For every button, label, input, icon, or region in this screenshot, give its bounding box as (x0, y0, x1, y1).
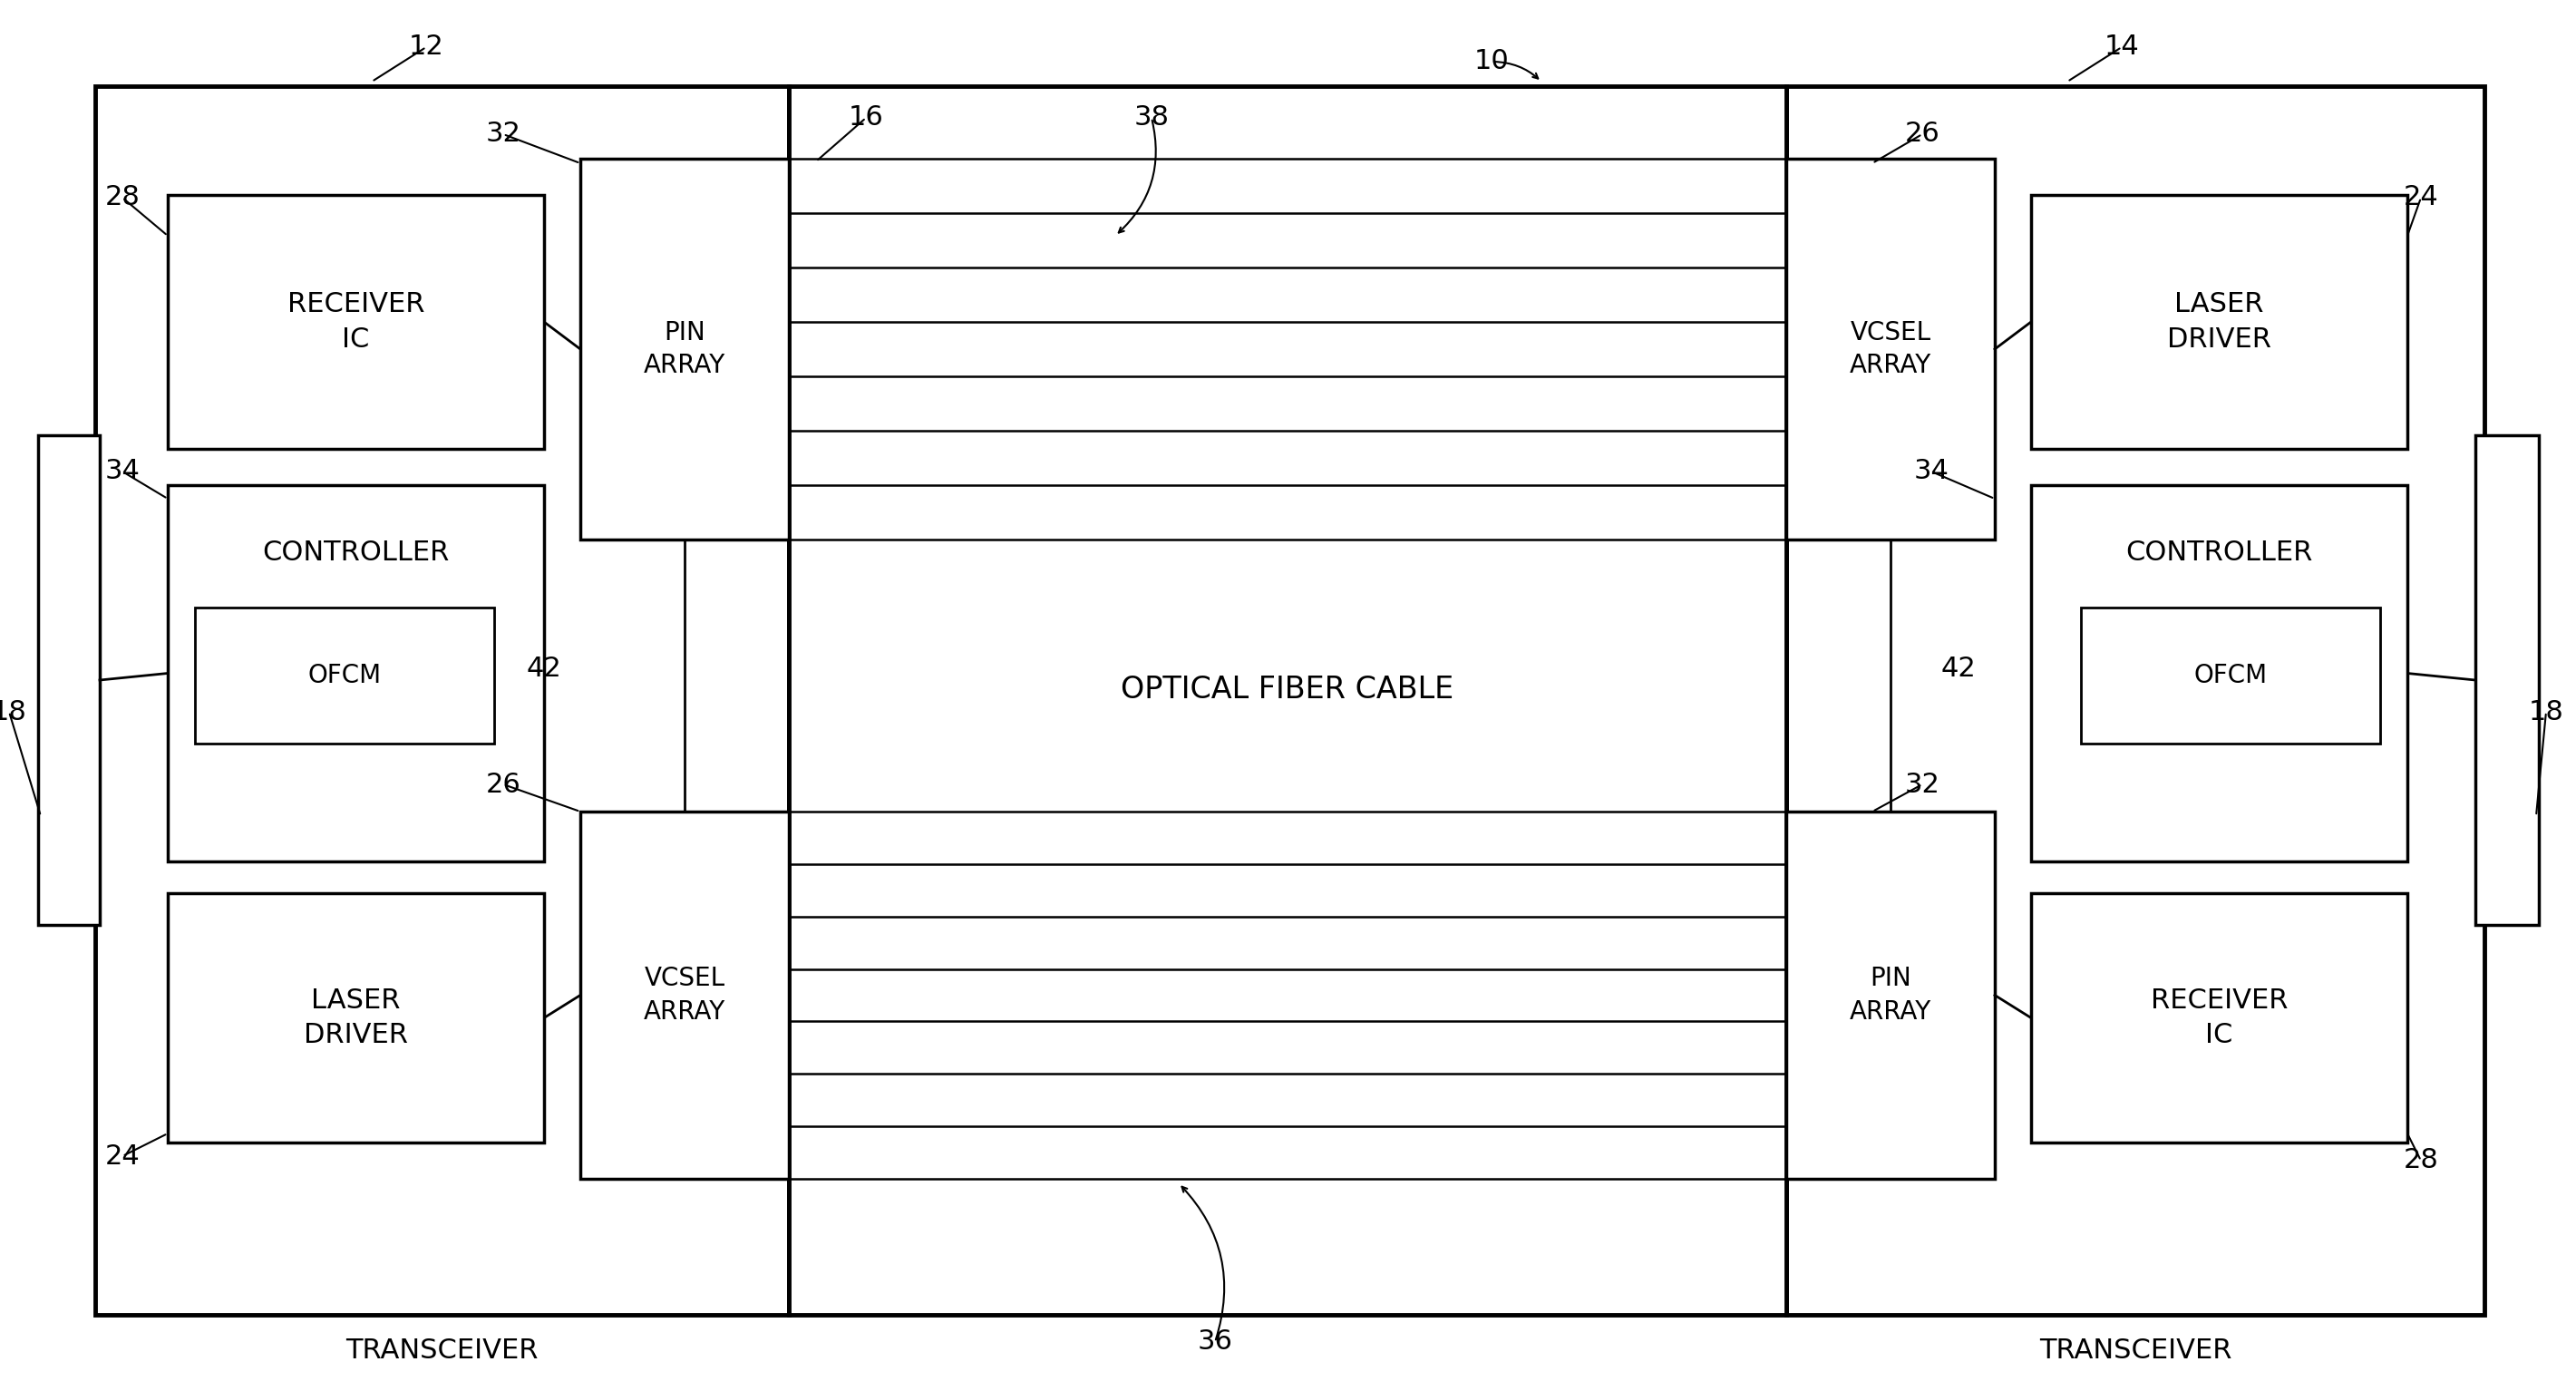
Text: 38: 38 (1133, 104, 1170, 131)
Text: TRANSCEIVER: TRANSCEIVER (345, 1338, 538, 1365)
Bar (580, 159, 788, 540)
Text: 26: 26 (487, 771, 520, 797)
Text: VCSEL
ARRAY: VCSEL ARRAY (1850, 320, 1932, 378)
Bar (1785, 811, 1994, 1178)
Text: LASER
DRIVER: LASER DRIVER (2166, 292, 2272, 352)
Text: 42: 42 (1940, 657, 1976, 683)
Text: 32: 32 (487, 121, 520, 147)
Bar (167, 893, 544, 1142)
Text: PIN
ARRAY: PIN ARRAY (644, 320, 726, 378)
Bar (2030, 195, 2409, 449)
Text: 18: 18 (0, 698, 26, 725)
Text: 16: 16 (848, 104, 884, 131)
Text: CONTROLLER: CONTROLLER (2125, 540, 2313, 566)
Text: 12: 12 (410, 33, 443, 60)
Bar (196, 608, 495, 744)
Text: 42: 42 (526, 657, 562, 683)
Text: LASER
DRIVER: LASER DRIVER (304, 988, 407, 1049)
Text: OPTICAL FIBER CABLE: OPTICAL FIBER CABLE (1121, 675, 1453, 704)
Bar (2476, 435, 2540, 925)
Text: 32: 32 (1904, 771, 1940, 797)
Bar (39, 435, 100, 925)
Text: 34: 34 (106, 459, 139, 484)
Text: TRANSCEIVER: TRANSCEIVER (2040, 1338, 2231, 1365)
Bar (1785, 86, 2483, 1314)
Bar (2030, 485, 2409, 861)
Text: 28: 28 (106, 185, 139, 211)
Text: OFCM: OFCM (2195, 664, 2267, 689)
Text: VCSEL
ARRAY: VCSEL ARRAY (644, 965, 726, 1025)
Text: 18: 18 (2530, 698, 2563, 725)
Text: RECEIVER
IC: RECEIVER IC (286, 292, 425, 352)
Text: 26: 26 (1904, 121, 1940, 147)
Text: 28: 28 (2403, 1148, 2439, 1174)
Bar (167, 195, 544, 449)
Bar (167, 485, 544, 861)
Bar (1785, 159, 1994, 540)
Text: OFCM: OFCM (307, 664, 381, 689)
Text: 36: 36 (1198, 1328, 1234, 1355)
Text: RECEIVER
IC: RECEIVER IC (2151, 988, 2287, 1049)
Text: PIN
ARRAY: PIN ARRAY (1850, 965, 1932, 1025)
Bar (580, 811, 788, 1178)
Bar (2081, 608, 2380, 744)
Text: 14: 14 (2105, 33, 2138, 60)
Text: 10: 10 (1473, 49, 1510, 75)
Bar (788, 86, 1785, 1314)
Text: 24: 24 (2403, 185, 2439, 211)
Text: CONTROLLER: CONTROLLER (263, 540, 448, 566)
Text: 24: 24 (106, 1143, 139, 1170)
Bar (2030, 893, 2409, 1142)
Text: 34: 34 (1914, 459, 1950, 484)
Bar (95, 86, 788, 1314)
